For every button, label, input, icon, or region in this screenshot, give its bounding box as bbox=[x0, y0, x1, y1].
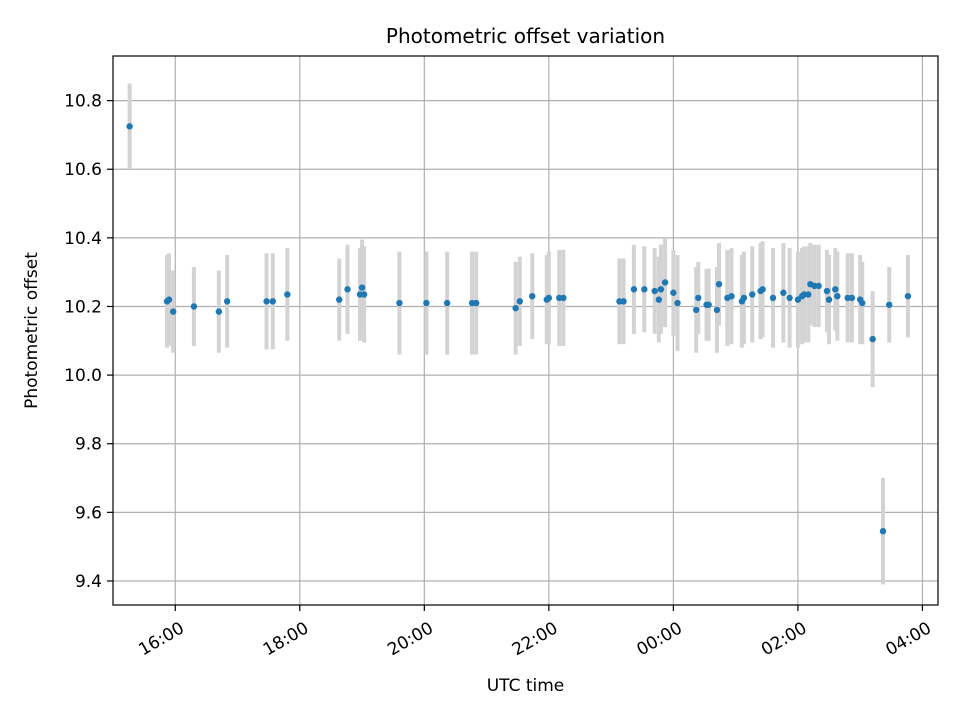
data-point bbox=[740, 294, 748, 302]
data-point bbox=[443, 299, 451, 307]
y-tick-label: 10.0 bbox=[64, 366, 102, 386]
data-point bbox=[904, 292, 912, 300]
data-point bbox=[473, 299, 480, 307]
x-axis-title: UTC time bbox=[487, 676, 565, 696]
data-point bbox=[728, 292, 735, 300]
data-point bbox=[529, 292, 536, 300]
data-point bbox=[165, 296, 173, 303]
data-point bbox=[223, 298, 231, 305]
y-tick-label: 9.8 bbox=[75, 435, 102, 455]
data-point bbox=[780, 289, 787, 296]
y-tick-label: 10.8 bbox=[64, 92, 102, 112]
plot-frame bbox=[112, 55, 939, 606]
data-points bbox=[126, 123, 912, 535]
data-point bbox=[695, 294, 702, 302]
data-point bbox=[126, 123, 133, 130]
data-point bbox=[805, 291, 812, 298]
data-point bbox=[516, 298, 523, 305]
data-point bbox=[886, 301, 893, 308]
data-point bbox=[815, 282, 822, 290]
data-point bbox=[715, 280, 723, 288]
data-point bbox=[560, 294, 567, 302]
data-point bbox=[705, 301, 712, 308]
data-point bbox=[786, 294, 793, 302]
data-point bbox=[545, 294, 553, 302]
y-axis-title: Photometric offset bbox=[22, 252, 42, 409]
data-point bbox=[693, 306, 700, 314]
data-point bbox=[749, 291, 756, 298]
data-point bbox=[657, 286, 665, 293]
data-point bbox=[655, 296, 663, 303]
data-point bbox=[215, 308, 223, 315]
data-point bbox=[396, 299, 403, 307]
data-point bbox=[769, 294, 777, 302]
data-point bbox=[641, 286, 648, 293]
data-point bbox=[336, 296, 343, 303]
data-point bbox=[661, 279, 669, 286]
data-point bbox=[848, 294, 856, 302]
data-point bbox=[859, 299, 866, 307]
data-point bbox=[344, 286, 351, 293]
data-point bbox=[834, 292, 841, 300]
y-tick-label: 10.2 bbox=[64, 297, 102, 317]
data-point bbox=[651, 287, 658, 295]
data-point bbox=[423, 299, 430, 307]
data-point bbox=[190, 303, 198, 310]
data-point bbox=[512, 304, 519, 312]
data-point bbox=[263, 298, 270, 305]
data-point bbox=[713, 306, 721, 314]
chart-title: Photometric offset variation bbox=[386, 24, 665, 48]
y-tick-label: 9.6 bbox=[75, 503, 102, 523]
data-point bbox=[358, 284, 366, 291]
data-point bbox=[759, 286, 766, 293]
data-point bbox=[879, 528, 887, 535]
y-tick-label: 10.6 bbox=[64, 160, 102, 180]
y-axis-ticks: 9.4 9.6 9.8 10.0 10.2 10.4 10.6 10.8 bbox=[64, 92, 113, 592]
y-tick-label: 9.4 bbox=[75, 572, 102, 592]
data-point bbox=[620, 298, 627, 305]
data-point bbox=[825, 296, 833, 303]
data-point bbox=[670, 289, 677, 296]
data-point bbox=[832, 286, 839, 293]
data-point bbox=[869, 335, 876, 343]
data-point bbox=[630, 286, 638, 293]
data-point bbox=[284, 291, 291, 298]
data-point bbox=[269, 298, 277, 305]
data-point bbox=[169, 308, 177, 315]
data-point bbox=[674, 299, 681, 307]
y-tick-label: 10.4 bbox=[64, 229, 102, 249]
data-point bbox=[360, 291, 368, 298]
data-point bbox=[823, 287, 831, 295]
